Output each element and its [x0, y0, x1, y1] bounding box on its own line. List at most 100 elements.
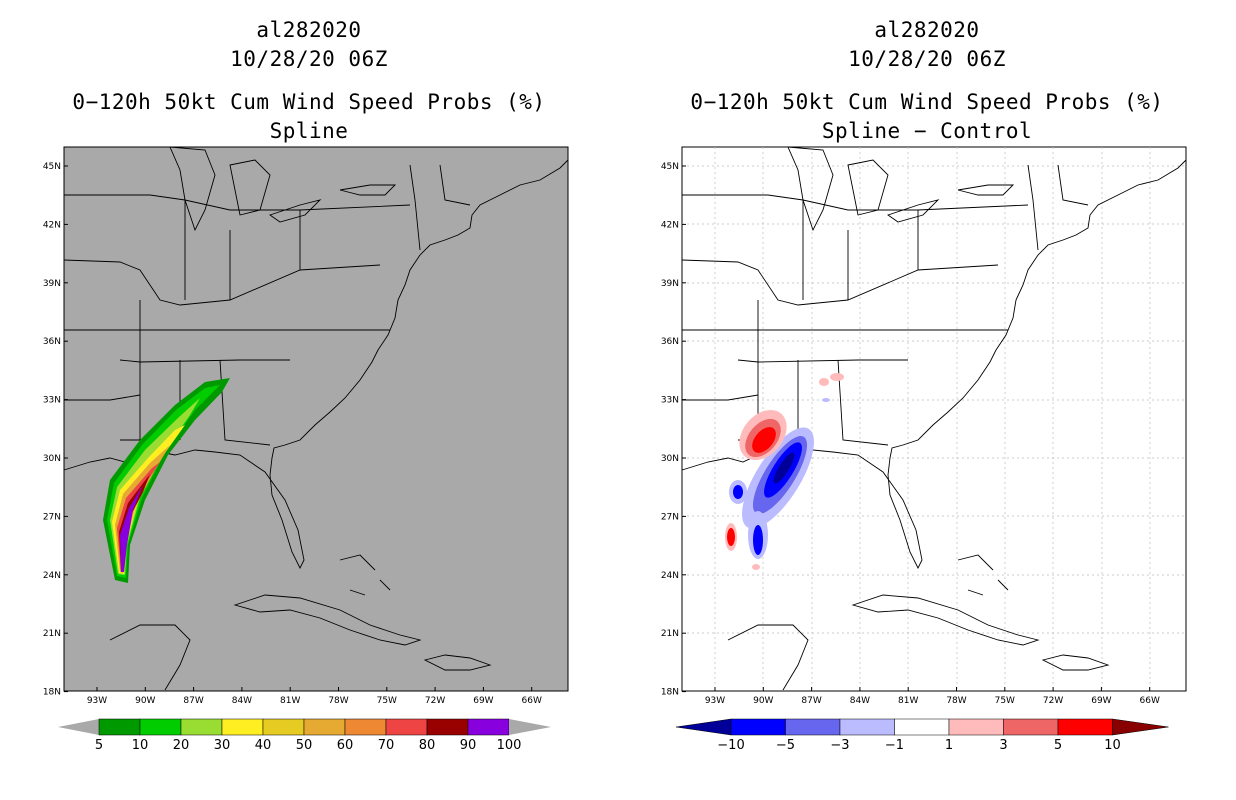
subtitle: Spline − Control — [821, 119, 1033, 143]
colorbar-label: 10 — [1104, 738, 1121, 753]
colorbar-swatch — [139, 718, 182, 736]
lon-label: 84W — [850, 696, 870, 706]
lon-label: 75W — [377, 696, 397, 706]
lat-label: 39N — [661, 279, 679, 289]
lon-label: 66W — [522, 696, 542, 706]
colorbar-swatch — [303, 718, 346, 736]
colorbar-label: −1 — [885, 738, 904, 753]
lon-label: 69W — [473, 696, 493, 706]
lat-label: 45N — [43, 162, 61, 172]
colorbar-swatch — [180, 718, 223, 736]
lon-label: 84W — [232, 696, 252, 706]
lon-label: 72W — [425, 696, 445, 706]
lon-label: 93W — [705, 696, 725, 706]
colorbar-swatch — [894, 718, 950, 736]
difference-contours — [725, 373, 844, 570]
colorbar-end-high — [509, 719, 551, 735]
colorbar-end-low — [58, 719, 99, 735]
map-background — [63, 146, 569, 692]
colorbar-swatch — [730, 718, 786, 736]
lon-label: 72W — [1043, 696, 1063, 706]
colorbar-swatch — [948, 718, 1004, 736]
colorbar-swatch — [221, 718, 264, 736]
lat-label: 18N — [43, 688, 61, 698]
lon-label: 87W — [183, 696, 203, 706]
lon-label: 90W — [135, 696, 155, 706]
lon-label: 81W — [898, 696, 918, 706]
subtitle: Spline — [269, 119, 349, 143]
colorbar-end-low — [675, 718, 732, 736]
lat-label: 21N — [661, 629, 679, 639]
lon-label: 78W — [946, 696, 966, 706]
storm-id: al282020 — [256, 18, 362, 42]
lon-label: 78W — [328, 696, 348, 706]
lat-label: 27N — [43, 512, 61, 522]
lat-label: 42N — [661, 220, 679, 230]
colorbar-label: 80 — [419, 738, 436, 753]
lat-label: 24N — [661, 571, 679, 581]
colorbar-swatch — [385, 718, 428, 736]
product-title: 0−120h 50kt Cum Wind Speed Probs (%) — [72, 90, 546, 114]
datetime: 10/28/20 06Z — [848, 47, 1006, 71]
lat-label: 30N — [661, 454, 679, 464]
colorbar-label: 3 — [999, 738, 1007, 753]
colorbar-label: 20 — [173, 738, 190, 753]
lat-label: 33N — [661, 396, 679, 406]
lat-label: 45N — [661, 162, 679, 172]
probability-swath — [103, 378, 230, 583]
colorbar-swatch — [426, 718, 469, 736]
lat-label: 24N — [43, 571, 61, 581]
difference-map: 45N 42N 39N 36N 33N 30N 27N 24N 21N 18N 93W 90W 87W 8… — [661, 146, 1187, 753]
colorbar-label: 1 — [945, 738, 953, 753]
colorbar-label: −10 — [717, 738, 744, 753]
lon-label: 81W — [280, 696, 300, 706]
colorbar-end-high — [1112, 718, 1169, 736]
lat-label: 36N — [43, 337, 61, 347]
lon-label: 66W — [1140, 696, 1160, 706]
colorbar: −10 −5 −3 −1 1 3 5 10 — [675, 718, 1169, 753]
lon-label: 93W — [87, 696, 107, 706]
lon-label: 69W — [1091, 696, 1111, 706]
colorbar-label: 5 — [95, 738, 103, 753]
colorbar-label: −3 — [830, 738, 849, 753]
colorbar-label: 10 — [132, 738, 149, 753]
axis-ticks: 45N 42N 39N 36N 33N 30N 27N 24N 21N 18N 93W 90W 87W 8… — [661, 162, 1160, 706]
colorbar-swatch — [98, 718, 141, 736]
colorbar-label: 40 — [255, 738, 272, 753]
colorbar-label: 100 — [497, 738, 522, 753]
colorbar-label: 60 — [337, 738, 354, 753]
storm-id: al282020 — [874, 18, 980, 42]
right-panel: al282020 10/28/20 06Z 0−120h 50kt Cum Wi… — [618, 0, 1236, 800]
colorbar-label: 5 — [1054, 738, 1062, 753]
coastline-outline — [63, 146, 569, 691]
lat-label: 33N — [43, 396, 61, 406]
datetime: 10/28/20 06Z — [230, 47, 388, 71]
lat-label: 30N — [43, 454, 61, 464]
lat-label: 18N — [661, 688, 679, 698]
axis-ticks: 45N 42N 39N 36N 33N 30N 27N 24N 21N 18N 93W 90W 87W 8… — [43, 162, 542, 706]
colorbar-swatch — [1057, 718, 1113, 736]
colorbar-swatch — [839, 718, 895, 736]
lon-label: 90W — [753, 696, 773, 706]
grid-lines — [682, 147, 1186, 691]
colorbar: 5 10 20 30 40 50 60 70 80 90 100 — [58, 718, 551, 753]
lat-label: 36N — [661, 337, 679, 347]
lat-label: 39N — [43, 279, 61, 289]
colorbar-swatch — [467, 718, 510, 736]
colorbar-label: 70 — [378, 738, 395, 753]
colorbar-swatch — [785, 718, 841, 736]
colorbar-label: 90 — [460, 738, 477, 753]
product-title: 0−120h 50kt Cum Wind Speed Probs (%) — [690, 90, 1164, 114]
colorbar-swatch — [262, 718, 305, 736]
lon-label: 87W — [801, 696, 821, 706]
left-panel: al282020 10/28/20 06Z 0−120h 50kt Cum Wi… — [43, 18, 569, 753]
colorbar-swatch — [344, 718, 387, 736]
probability-map: 45N 42N 39N 36N 33N 30N 27N 24N 21N 18N 93W 90W 87W 8… — [43, 146, 569, 753]
colorbar-label: 50 — [296, 738, 313, 753]
lat-label: 27N — [661, 512, 679, 522]
lat-label: 42N — [43, 220, 61, 230]
colorbar-label: −5 — [776, 738, 795, 753]
colorbar-swatch — [1003, 718, 1059, 736]
colorbar-label: 30 — [214, 738, 231, 753]
lon-label: 75W — [995, 696, 1015, 706]
